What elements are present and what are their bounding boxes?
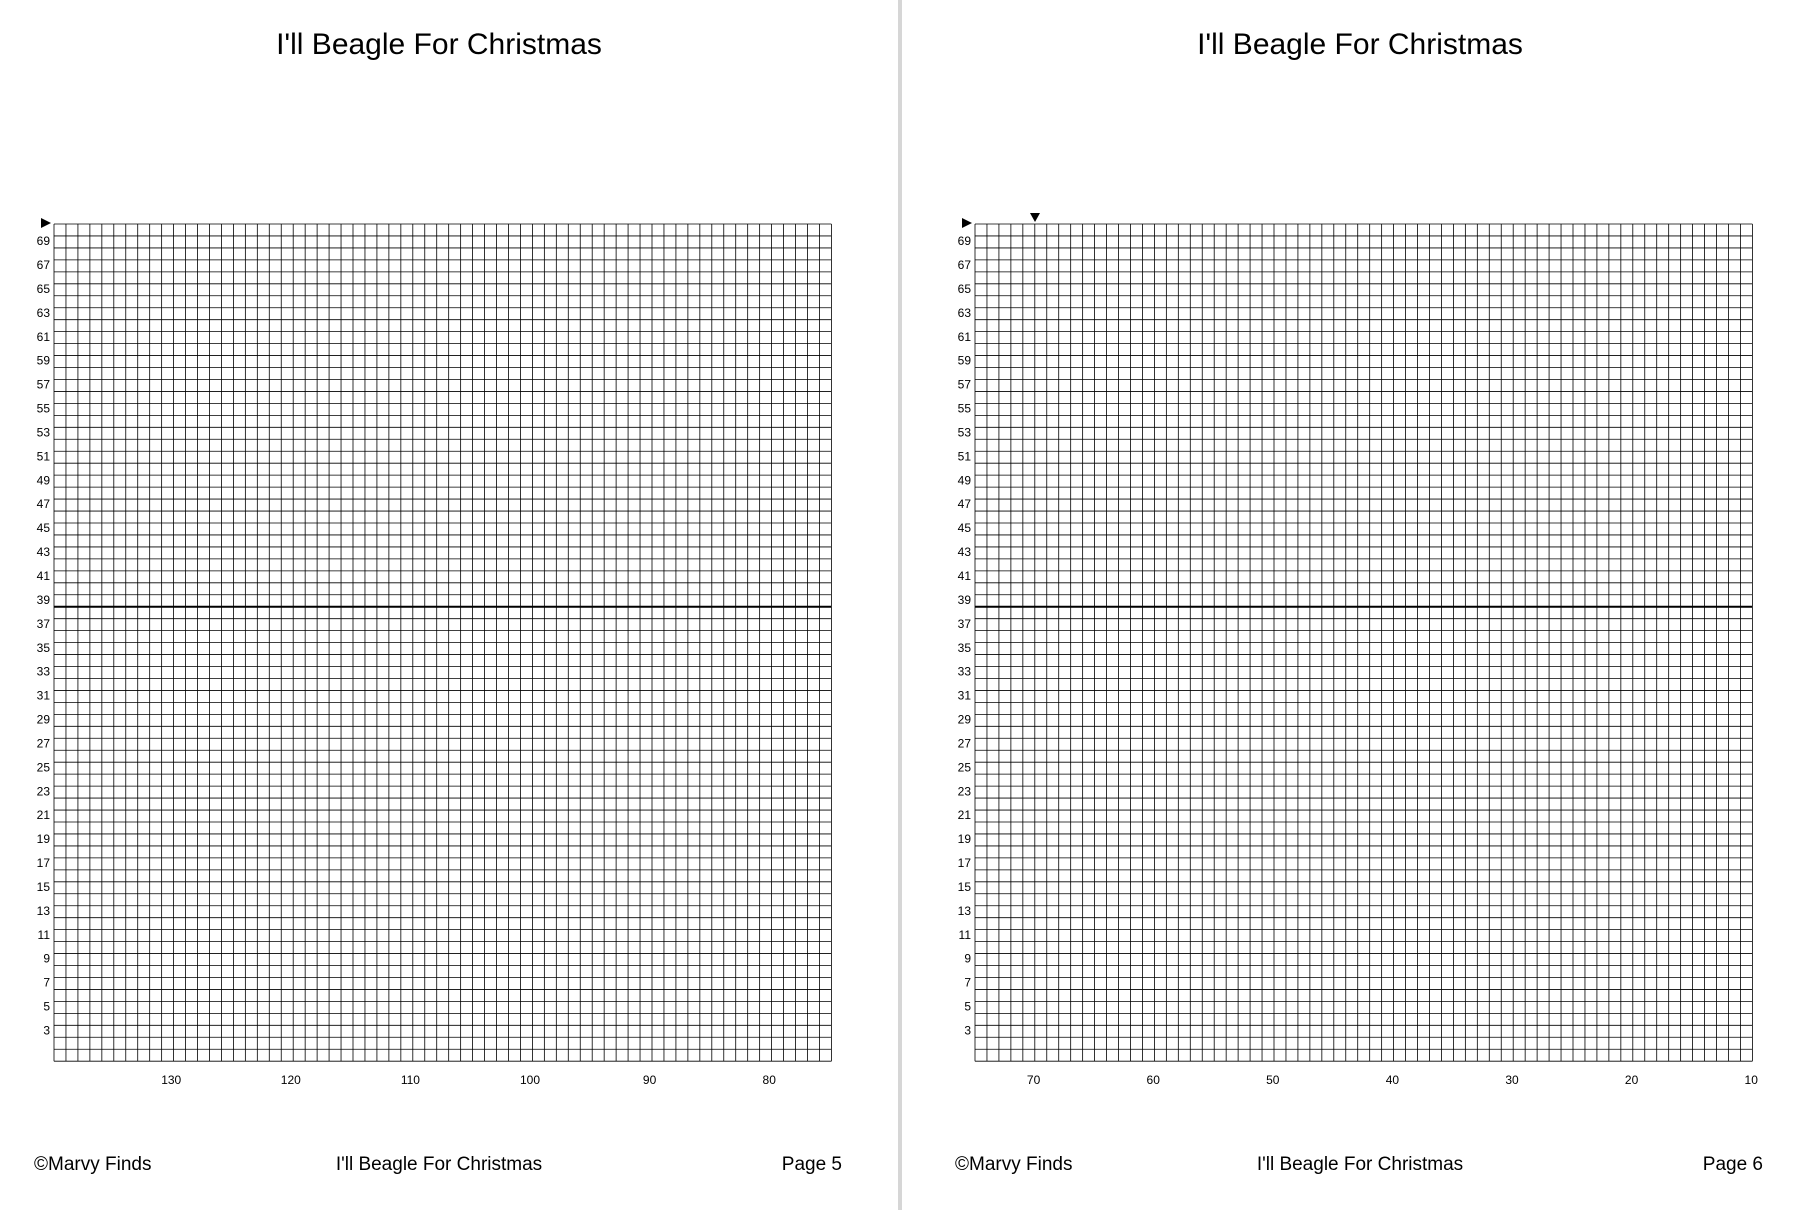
column-label: 110 [401, 1073, 420, 1087]
row-label: 43 [37, 545, 51, 559]
row-label: 49 [958, 473, 972, 487]
footer-copyright: ©Marvy Finds [955, 1154, 1072, 1175]
row-label: 15 [958, 880, 972, 894]
row-label: 11 [959, 928, 972, 942]
row-label: 19 [37, 832, 51, 846]
row-label: 5 [43, 1000, 50, 1014]
row-label: 37 [958, 617, 972, 631]
row-label: 61 [958, 330, 972, 344]
footer-copyright: ©Marvy Finds [34, 1154, 151, 1175]
row-label: 61 [37, 330, 51, 344]
row-label: 29 [37, 713, 51, 727]
column-label: 80 [763, 1073, 777, 1087]
column-label: 50 [1266, 1073, 1280, 1087]
row-label: 45 [958, 521, 972, 535]
row-label: 69 [958, 234, 972, 248]
row-label: 69 [37, 234, 51, 248]
column-marker [1030, 213, 1040, 222]
row-label: 35 [958, 641, 972, 655]
row-label: 11 [38, 928, 51, 942]
row-label: 21 [958, 808, 972, 822]
row-label: 9 [964, 952, 971, 966]
row-label: 25 [37, 760, 51, 774]
row-label: 17 [958, 856, 972, 870]
footer-page: Page 6 [1703, 1154, 1763, 1175]
column-label: 70 [1027, 1073, 1041, 1087]
row-label: 5 [964, 1000, 971, 1014]
row-label: 25 [958, 760, 972, 774]
row-label: 47 [958, 497, 972, 511]
column-label: 10 [1745, 1073, 1759, 1087]
footer-page: Page 5 [782, 1154, 842, 1175]
row-label: 7 [43, 976, 50, 990]
row-label: 63 [37, 306, 51, 320]
stitch-grid [974, 223, 1753, 1062]
column-label: 130 [161, 1073, 181, 1087]
column-label: 60 [1147, 1073, 1161, 1087]
column-label: 30 [1505, 1073, 1519, 1087]
row-label: 15 [37, 880, 51, 894]
row-label: 3 [43, 1023, 50, 1037]
column-label: 90 [643, 1073, 657, 1087]
row-label: 45 [37, 521, 51, 535]
row-label: 35 [37, 641, 51, 655]
footer-title: I'll Beagle For Christmas [1257, 1154, 1463, 1175]
row-label: 65 [958, 282, 972, 296]
row-label: 19 [958, 832, 972, 846]
column-label: 20 [1625, 1073, 1639, 1087]
row-label: 41 [958, 569, 972, 583]
footer-title: I'll Beagle For Christmas [336, 1154, 542, 1175]
row-label: 21 [37, 808, 51, 822]
row-label: 3 [964, 1023, 971, 1037]
row-label: 55 [37, 402, 51, 416]
row-label: 53 [958, 425, 972, 439]
row-label: 17 [37, 856, 51, 870]
start-marker [962, 218, 972, 228]
row-label: 47 [37, 497, 51, 511]
row-label: 41 [37, 569, 51, 583]
row-label: 23 [958, 784, 972, 798]
row-label: 67 [37, 258, 51, 272]
column-label: 100 [520, 1073, 540, 1087]
row-label: 33 [37, 665, 51, 679]
row-label: 55 [958, 402, 972, 416]
row-label: 13 [37, 904, 51, 918]
row-label: 31 [958, 689, 972, 703]
row-label: 29 [958, 713, 972, 727]
page-divider [898, 0, 902, 1210]
row-label: 51 [37, 449, 51, 463]
column-label: 40 [1386, 1073, 1400, 1087]
row-label: 23 [37, 784, 51, 798]
row-label: 53 [37, 425, 51, 439]
row-label: 39 [37, 593, 51, 607]
row-label: 51 [958, 449, 972, 463]
page-title: I'll Beagle For Christmas [1197, 28, 1523, 61]
start-marker [41, 218, 51, 228]
row-label: 37 [37, 617, 51, 631]
row-label: 57 [958, 378, 972, 392]
row-label: 59 [37, 354, 51, 368]
row-label: 9 [43, 952, 50, 966]
row-label: 63 [958, 306, 972, 320]
row-label: 65 [37, 282, 51, 296]
row-label: 33 [958, 665, 972, 679]
row-label: 13 [958, 904, 972, 918]
row-label: 57 [37, 378, 51, 392]
row-label: 31 [37, 689, 51, 703]
row-label: 43 [958, 545, 972, 559]
column-label: 120 [281, 1073, 301, 1087]
row-label: 39 [958, 593, 972, 607]
row-label: 27 [37, 736, 51, 750]
row-label: 49 [37, 473, 51, 487]
row-label: 59 [958, 354, 972, 368]
row-label: 67 [958, 258, 972, 272]
page-title: I'll Beagle For Christmas [276, 28, 602, 61]
stitch-grid [53, 223, 832, 1062]
row-label: 27 [958, 736, 972, 750]
row-label: 7 [964, 976, 971, 990]
